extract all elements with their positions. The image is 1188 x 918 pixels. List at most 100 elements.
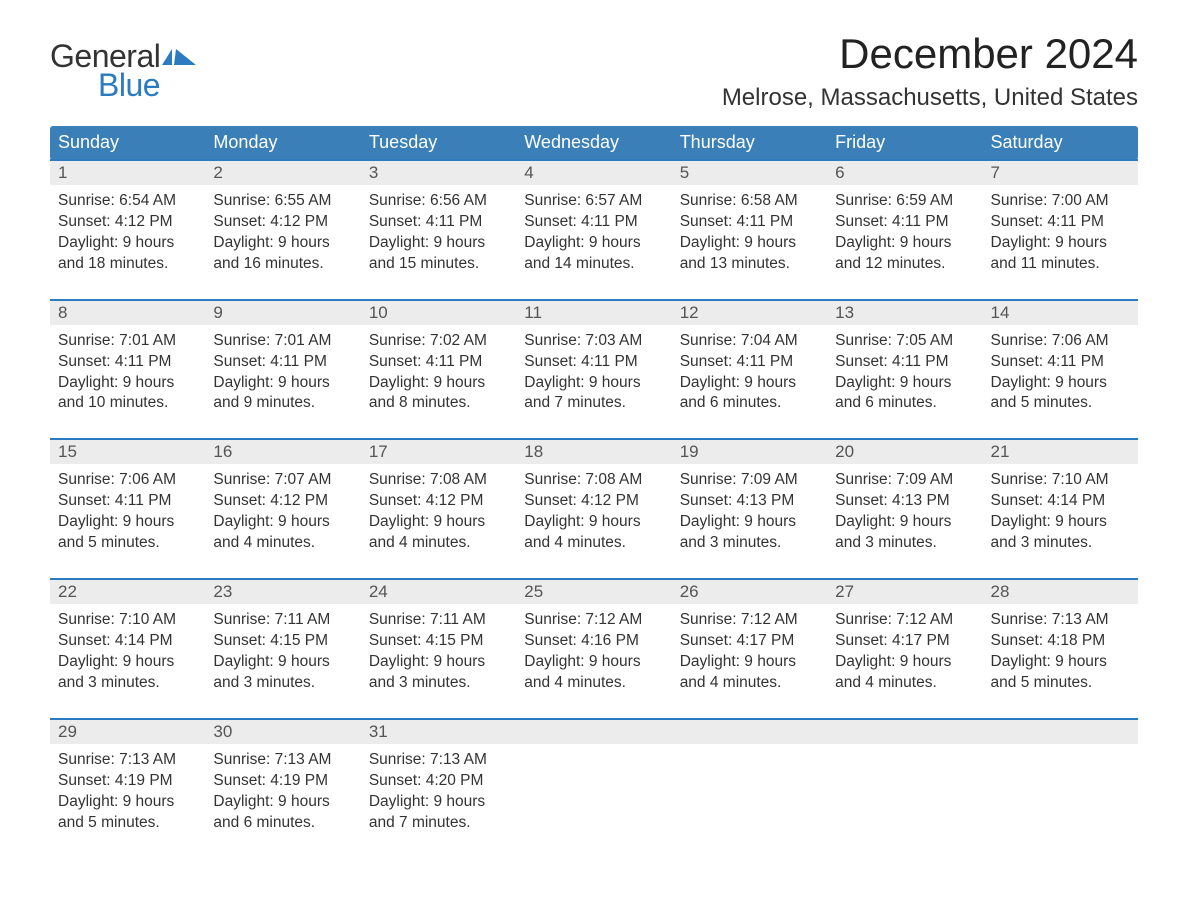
- daylight-text-1: Daylight: 9 hours: [213, 233, 352, 254]
- day-details: Sunrise: 7:05 AMSunset: 4:11 PMDaylight:…: [827, 325, 982, 415]
- sunrise-text: Sunrise: 7:00 AM: [991, 191, 1130, 212]
- daylight-text-1: Daylight: 9 hours: [369, 373, 508, 394]
- calendar-day-cell: 2Sunrise: 6:55 AMSunset: 4:12 PMDaylight…: [205, 160, 360, 300]
- day-number: 26: [672, 580, 827, 604]
- daylight-text-2: and 14 minutes.: [524, 254, 663, 275]
- day-details: Sunrise: 7:13 AMSunset: 4:20 PMDaylight:…: [361, 744, 516, 834]
- daylight-text-2: and 7 minutes.: [524, 393, 663, 414]
- sunset-text: Sunset: 4:11 PM: [524, 352, 663, 373]
- sunrise-text: Sunrise: 7:13 AM: [213, 750, 352, 771]
- sunrise-text: Sunrise: 6:58 AM: [680, 191, 819, 212]
- sunset-text: Sunset: 4:12 PM: [58, 212, 197, 233]
- day-details: Sunrise: 7:04 AMSunset: 4:11 PMDaylight:…: [672, 325, 827, 415]
- day-details: Sunrise: 7:09 AMSunset: 4:13 PMDaylight:…: [672, 464, 827, 554]
- sunset-text: Sunset: 4:14 PM: [58, 631, 197, 652]
- day-header: Monday: [205, 126, 360, 160]
- title-block: December 2024 Melrose, Massachusetts, Un…: [722, 30, 1138, 122]
- day-number: 7: [983, 161, 1138, 185]
- calendar-day-cell: 27Sunrise: 7:12 AMSunset: 4:17 PMDayligh…: [827, 579, 982, 719]
- day-number: 1: [50, 161, 205, 185]
- sunrise-text: Sunrise: 7:03 AM: [524, 331, 663, 352]
- sunset-text: Sunset: 4:16 PM: [524, 631, 663, 652]
- day-details: Sunrise: 7:09 AMSunset: 4:13 PMDaylight:…: [827, 464, 982, 554]
- calendar-week: 1Sunrise: 6:54 AMSunset: 4:12 PMDaylight…: [50, 160, 1138, 300]
- calendar-day-cell: 16Sunrise: 7:07 AMSunset: 4:12 PMDayligh…: [205, 439, 360, 579]
- day-number: 10: [361, 301, 516, 325]
- day-details: Sunrise: 6:56 AMSunset: 4:11 PMDaylight:…: [361, 185, 516, 275]
- sunrise-text: Sunrise: 6:56 AM: [369, 191, 508, 212]
- calendar-day-cell: 22Sunrise: 7:10 AMSunset: 4:14 PMDayligh…: [50, 579, 205, 719]
- calendar-day-cell: 3Sunrise: 6:56 AMSunset: 4:11 PMDaylight…: [361, 160, 516, 300]
- sunset-text: Sunset: 4:11 PM: [58, 491, 197, 512]
- day-details: [516, 744, 671, 750]
- day-number: [672, 720, 827, 744]
- day-details: Sunrise: 7:12 AMSunset: 4:17 PMDaylight:…: [672, 604, 827, 694]
- sunset-text: Sunset: 4:17 PM: [835, 631, 974, 652]
- sunset-text: Sunset: 4:15 PM: [213, 631, 352, 652]
- sunrise-text: Sunrise: 7:09 AM: [680, 470, 819, 491]
- day-header: Wednesday: [516, 126, 671, 160]
- day-details: Sunrise: 6:54 AMSunset: 4:12 PMDaylight:…: [50, 185, 205, 275]
- calendar-day-cell: 6Sunrise: 6:59 AMSunset: 4:11 PMDaylight…: [827, 160, 982, 300]
- sunrise-text: Sunrise: 6:54 AM: [58, 191, 197, 212]
- day-number: 31: [361, 720, 516, 744]
- calendar-day-cell: 11Sunrise: 7:03 AMSunset: 4:11 PMDayligh…: [516, 300, 671, 440]
- daylight-text-2: and 3 minutes.: [369, 673, 508, 694]
- daylight-text-2: and 4 minutes.: [524, 673, 663, 694]
- daylight-text-1: Daylight: 9 hours: [524, 512, 663, 533]
- day-number: 3: [361, 161, 516, 185]
- sunset-text: Sunset: 4:11 PM: [524, 212, 663, 233]
- daylight-text-2: and 12 minutes.: [835, 254, 974, 275]
- day-number: 13: [827, 301, 982, 325]
- daylight-text-2: and 3 minutes.: [58, 673, 197, 694]
- sunrise-text: Sunrise: 7:01 AM: [213, 331, 352, 352]
- day-number: 27: [827, 580, 982, 604]
- calendar-day-cell: 14Sunrise: 7:06 AMSunset: 4:11 PMDayligh…: [983, 300, 1138, 440]
- day-header: Friday: [827, 126, 982, 160]
- sunset-text: Sunset: 4:11 PM: [369, 212, 508, 233]
- daylight-text-1: Daylight: 9 hours: [991, 652, 1130, 673]
- day-number: 16: [205, 440, 360, 464]
- calendar-day-cell: 21Sunrise: 7:10 AMSunset: 4:14 PMDayligh…: [983, 439, 1138, 579]
- daylight-text-2: and 4 minutes.: [680, 673, 819, 694]
- daylight-text-1: Daylight: 9 hours: [58, 792, 197, 813]
- calendar-day-cell: 9Sunrise: 7:01 AMSunset: 4:11 PMDaylight…: [205, 300, 360, 440]
- day-number: 17: [361, 440, 516, 464]
- daylight-text-1: Daylight: 9 hours: [680, 373, 819, 394]
- sunset-text: Sunset: 4:15 PM: [369, 631, 508, 652]
- calendar-day-cell: [516, 719, 671, 858]
- calendar-day-cell: 29Sunrise: 7:13 AMSunset: 4:19 PMDayligh…: [50, 719, 205, 858]
- daylight-text-1: Daylight: 9 hours: [58, 512, 197, 533]
- daylight-text-2: and 5 minutes.: [58, 533, 197, 554]
- sunrise-text: Sunrise: 7:07 AM: [213, 470, 352, 491]
- day-number: 11: [516, 301, 671, 325]
- calendar-day-cell: 31Sunrise: 7:13 AMSunset: 4:20 PMDayligh…: [361, 719, 516, 858]
- day-number: 29: [50, 720, 205, 744]
- sunrise-text: Sunrise: 7:11 AM: [369, 610, 508, 631]
- daylight-text-2: and 4 minutes.: [524, 533, 663, 554]
- sunrise-text: Sunrise: 7:06 AM: [991, 331, 1130, 352]
- logo: General Blue: [50, 30, 196, 104]
- calendar-day-cell: 5Sunrise: 6:58 AMSunset: 4:11 PMDaylight…: [672, 160, 827, 300]
- day-number: 2: [205, 161, 360, 185]
- daylight-text-2: and 4 minutes.: [213, 533, 352, 554]
- day-number: 15: [50, 440, 205, 464]
- day-details: Sunrise: 7:11 AMSunset: 4:15 PMDaylight:…: [361, 604, 516, 694]
- calendar-day-cell: [827, 719, 982, 858]
- day-header: Sunday: [50, 126, 205, 160]
- calendar-day-cell: 20Sunrise: 7:09 AMSunset: 4:13 PMDayligh…: [827, 439, 982, 579]
- sunset-text: Sunset: 4:12 PM: [213, 212, 352, 233]
- header: General Blue December 2024 Melrose, Mass…: [50, 30, 1138, 122]
- daylight-text-2: and 6 minutes.: [680, 393, 819, 414]
- daylight-text-2: and 18 minutes.: [58, 254, 197, 275]
- day-details: [672, 744, 827, 750]
- daylight-text-2: and 11 minutes.: [991, 254, 1130, 275]
- day-number: 19: [672, 440, 827, 464]
- day-header: Saturday: [983, 126, 1138, 160]
- calendar-day-cell: 10Sunrise: 7:02 AMSunset: 4:11 PMDayligh…: [361, 300, 516, 440]
- calendar-day-cell: 8Sunrise: 7:01 AMSunset: 4:11 PMDaylight…: [50, 300, 205, 440]
- day-number: 5: [672, 161, 827, 185]
- daylight-text-2: and 5 minutes.: [991, 673, 1130, 694]
- day-details: Sunrise: 7:13 AMSunset: 4:18 PMDaylight:…: [983, 604, 1138, 694]
- day-details: Sunrise: 7:01 AMSunset: 4:11 PMDaylight:…: [50, 325, 205, 415]
